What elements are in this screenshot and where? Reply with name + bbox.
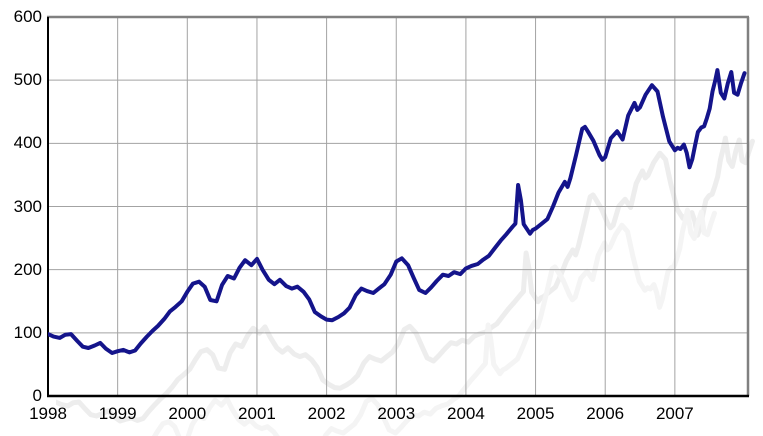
x-tick-label: 2002: [307, 404, 346, 423]
y-tick-label: 400: [13, 133, 42, 153]
price-line-series: [48, 68, 747, 355]
x-tick-label: 2003: [377, 404, 416, 423]
x-tick-label: 2004: [446, 404, 485, 423]
watermark-ghost-line: [151, 207, 717, 436]
y-tick-label: 100: [13, 322, 42, 342]
y-tick-label: 200: [13, 259, 42, 279]
watermark-ghost-line: [56, 135, 755, 424]
y-tick-label: 300: [13, 196, 42, 216]
x-tick-label: 2001: [238, 404, 276, 423]
x-tick-label: 1998: [29, 404, 67, 423]
x-tick-label: 2000: [168, 404, 207, 423]
x-tick-label: 2005: [516, 404, 555, 423]
x-tick-label: 2007: [655, 404, 694, 423]
y-tick-label: 500: [13, 70, 42, 90]
y-tick-label: 0: [32, 386, 42, 405]
x-tick-label: 1999: [98, 404, 137, 423]
y-tick-label: 600: [13, 7, 42, 26]
x-tick-label: 2006: [586, 404, 625, 423]
